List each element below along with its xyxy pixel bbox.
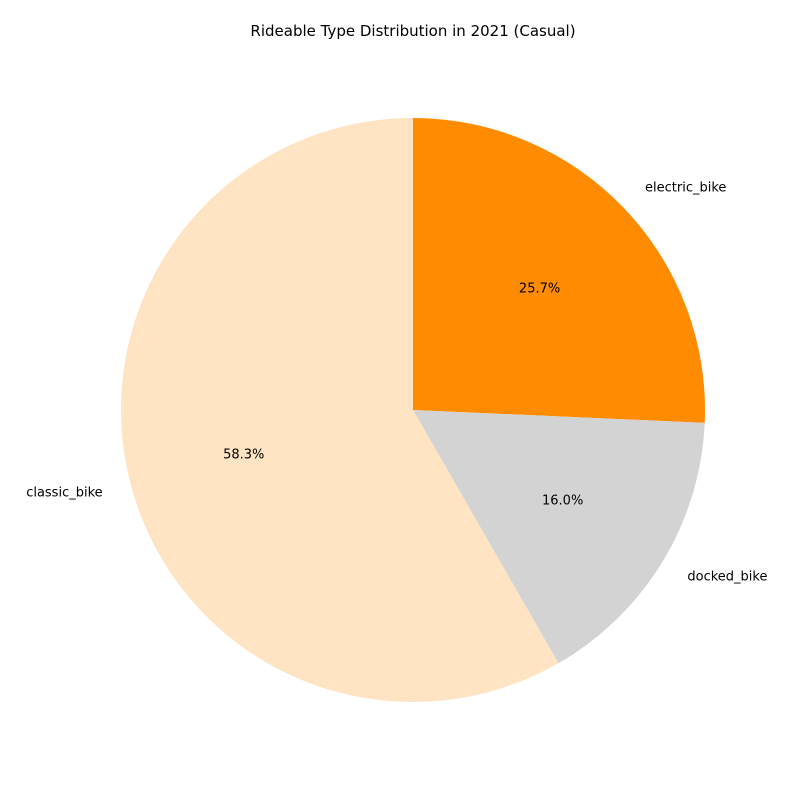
pie-slice-electric-bike xyxy=(413,118,706,423)
slice-pct-docked-bike: 16.0% xyxy=(542,494,583,509)
slice-pct-electric-bike: 25.7% xyxy=(519,281,560,296)
pie-slice-docked-bike xyxy=(413,410,705,664)
slice-label-electric-bike: electric_bike xyxy=(645,180,726,195)
slice-label-classic-bike: classic_bike xyxy=(26,485,102,500)
pie-slice-classic-bike xyxy=(120,118,559,703)
slice-label-docked-bike: docked_bike xyxy=(687,569,767,584)
slice-pct-classic-bike: 58.3% xyxy=(223,448,264,463)
pie-labels: electric_bike 25.7% docked_bike 16.0% classi… xyxy=(26,180,767,584)
pie-slices xyxy=(120,118,706,703)
chart-title: Rideable Type Distribution in 2021 (Casu… xyxy=(250,22,575,40)
